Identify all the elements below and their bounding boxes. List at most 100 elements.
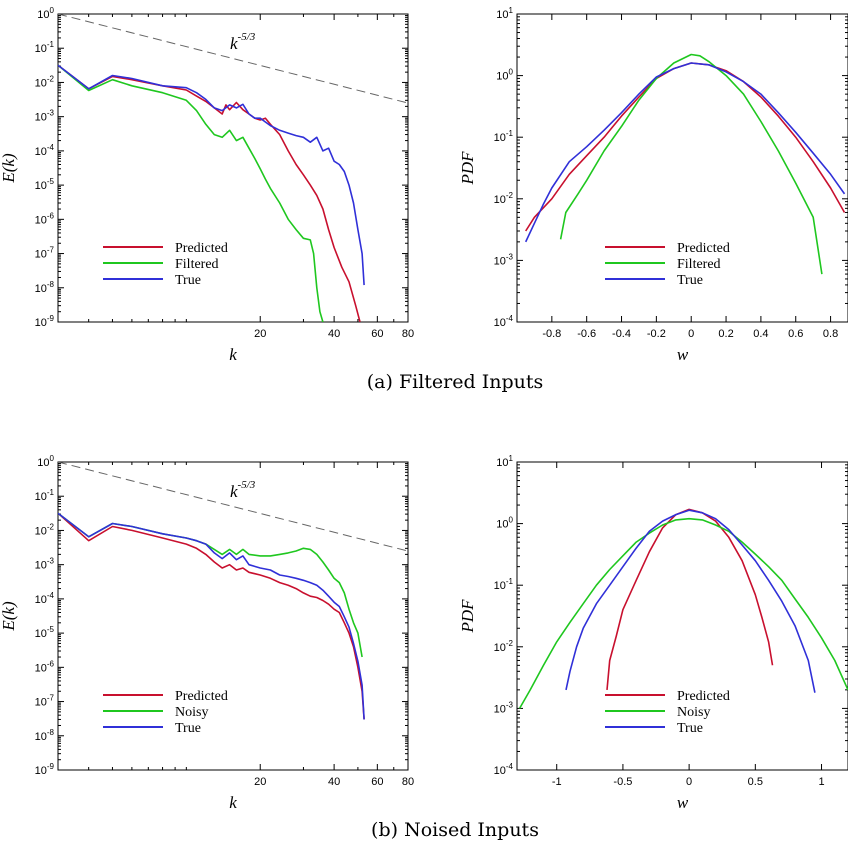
x-tick-label: -0.8 <box>542 328 561 340</box>
series-line-predicted <box>58 64 361 322</box>
y-tick-label: 10-2 <box>35 522 55 537</box>
legend-label: Noisy <box>677 705 710 720</box>
y-tick-label: 10-5 <box>35 177 55 192</box>
y-axis-label: PDF <box>458 151 477 186</box>
y-tick-label: 10-8 <box>35 280 55 295</box>
y-tick-label: 10-7 <box>35 246 55 261</box>
y-tick-label: 10-1 <box>35 40 55 55</box>
y-tick-label: 10-6 <box>35 659 55 674</box>
plot-area <box>518 508 848 709</box>
x-axis-label: k <box>229 345 237 364</box>
series-line-predicted <box>58 512 365 720</box>
slope-annotation: k-5/3 <box>230 31 256 53</box>
y-tick-label: 101 <box>496 6 513 21</box>
chart-a-left: 100 10-1 10-2 10-3 10-4 10-5 10-6 10-7 10-8 10-9 2… <box>0 6 414 364</box>
y-tick-label: 10-3 <box>494 252 514 267</box>
x-tick-label: 0.6 <box>788 328 803 340</box>
legend-label: Filtered <box>677 257 721 272</box>
y-tick-label: 10-4 <box>35 143 55 158</box>
reference-slope-line <box>58 14 408 104</box>
y-tick-label: 100 <box>496 516 513 531</box>
y-tick-label: 10-4 <box>35 591 55 606</box>
x-axis-label: w <box>677 793 689 812</box>
x-tick-label: 20 <box>254 328 266 340</box>
y-tick-label: 10-9 <box>35 762 55 777</box>
series-line-predicted <box>525 62 846 232</box>
y-tick-label: 10-2 <box>35 74 55 89</box>
plot-area <box>58 462 408 720</box>
y-tick-label: 10-5 <box>35 625 55 640</box>
x-tick-label: -1 <box>552 776 562 788</box>
plot-area <box>58 14 408 322</box>
y-tick-label: 10-6 <box>35 211 55 226</box>
x-tick-label: 0 <box>686 776 692 788</box>
series-line-noisy <box>518 517 848 709</box>
y-tick-label: 100 <box>37 6 54 21</box>
x-tick-label: 40 <box>328 328 340 340</box>
y-tick-label: 10-3 <box>494 700 514 715</box>
legend-label: True <box>175 721 201 736</box>
x-tick-label: 0.5 <box>748 776 763 788</box>
x-tick-label: 0.4 <box>753 328 768 340</box>
x-tick-label: 20 <box>254 776 266 788</box>
y-tick-label: 10-1 <box>35 488 55 503</box>
series-line-true <box>58 64 365 286</box>
plot-frame <box>516 13 848 323</box>
x-tick-label: 0 <box>688 328 694 340</box>
x-tick-label: -0.6 <box>577 328 596 340</box>
y-tick-label: 101 <box>496 454 513 469</box>
plot-frame <box>57 13 409 323</box>
y-tick-label: 100 <box>37 454 54 469</box>
y-tick-label: 10-2 <box>494 191 514 206</box>
legend-label: True <box>677 721 703 736</box>
series-line-true <box>524 62 846 243</box>
series-line-true <box>565 509 816 693</box>
y-tick-label: 10-1 <box>494 577 514 592</box>
y-axis-label: E(k) <box>0 153 18 184</box>
x-tick-label: 0.8 <box>823 328 838 340</box>
x-tick-label: 80 <box>402 328 414 340</box>
slope-annotation: k-5/3 <box>230 479 256 501</box>
x-tick-label: -0.5 <box>613 776 632 788</box>
legend-label: Predicted <box>175 241 228 256</box>
legend-label: True <box>175 273 201 288</box>
y-axis-label: E(k) <box>0 601 18 632</box>
panels: 10010-110-210-310-410-510-610-710-810-92… <box>0 6 848 812</box>
x-axis-label: k <box>229 793 237 812</box>
x-tick-label: 60 <box>371 328 383 340</box>
x-tick-label: 1 <box>818 776 824 788</box>
series-line-predicted <box>606 508 774 690</box>
series-line-filtered <box>559 53 823 275</box>
y-tick-label: 10-2 <box>494 639 514 654</box>
x-tick-label: 0.2 <box>718 328 733 340</box>
y-tick-label: 10-1 <box>494 129 514 144</box>
reference-slope-line <box>58 462 408 552</box>
y-tick-label: 10-8 <box>35 728 55 743</box>
chart-a-right: 101 100 10-1 10-2 10-3 10-4 -0.8 -0.6 -0.4 -0.2 0 0… <box>458 6 848 364</box>
caption-a: (a) Filtered Inputs <box>367 371 543 393</box>
x-tick-label: 40 <box>328 776 340 788</box>
y-tick-label: 10-3 <box>35 557 55 572</box>
chart-b-right: 101 100 10-1 10-2 10-3 10-4 -1 -0.5 0 0.5 1 w PDF Pre… <box>458 454 848 812</box>
legend-label: Predicted <box>677 241 730 256</box>
chart-b-left: 100 10-1 10-2 10-3 10-4 10-5 10-6 10-7 10-8 10-9 2… <box>0 454 414 812</box>
y-tick-label: 10-3 <box>35 109 55 124</box>
plot-area <box>524 53 846 275</box>
x-tick-label: 60 <box>371 776 383 788</box>
legend-label: True <box>677 273 703 288</box>
legend-label: Predicted <box>175 689 228 704</box>
y-tick-label: 10-4 <box>494 314 514 329</box>
series-line-filtered <box>58 64 324 322</box>
y-axis-label: PDF <box>458 599 477 634</box>
legend-label: Predicted <box>677 689 730 704</box>
x-tick-label: -0.2 <box>647 328 666 340</box>
plot-frame <box>516 461 848 771</box>
x-tick-label: -0.4 <box>612 328 631 340</box>
x-tick-label: 80 <box>402 776 414 788</box>
plot-frame <box>57 461 409 771</box>
y-tick-label: 100 <box>496 68 513 83</box>
y-tick-label: 10-7 <box>35 694 55 709</box>
legend-label: Noisy <box>175 705 208 720</box>
caption-b: (b) Noised Inputs <box>371 819 539 841</box>
